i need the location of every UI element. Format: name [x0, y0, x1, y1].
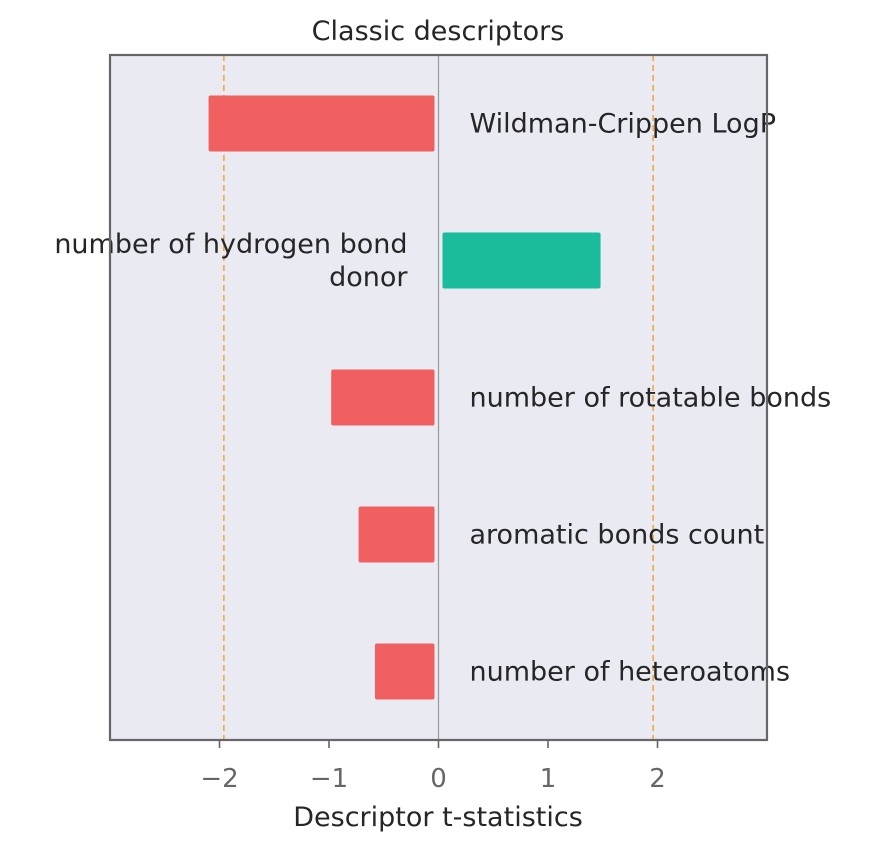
bar-label-line: number of heteroatoms: [470, 657, 791, 688]
x-axis-label: Descriptor t-statistics: [293, 802, 583, 833]
bar-label: number of hydrogen bond donor: [54, 229, 408, 293]
bar-label: number of heteroatoms: [470, 657, 791, 688]
bar: [208, 95, 435, 152]
bar: [442, 232, 601, 289]
bar: [331, 369, 435, 426]
bar: [358, 506, 435, 563]
chart-title: Classic descriptors: [312, 16, 565, 47]
x-tick-label: −1: [310, 764, 348, 794]
bar-label-line: Wildman-Crippen LogP: [470, 109, 777, 140]
bar-label-line: number of hydrogen bond: [54, 229, 407, 260]
bar-label: number of rotatable bonds: [470, 383, 832, 414]
bar-label-line: number of rotatable bonds: [470, 383, 832, 414]
x-tick-label: −2: [200, 764, 238, 794]
x-tick-label: 1: [540, 764, 557, 794]
bar-label-line: donor: [329, 262, 408, 293]
bar-label-line: aromatic bonds count: [470, 520, 765, 551]
bar-label: Wildman-Crippen LogP: [470, 109, 777, 140]
x-tick-label: 0: [430, 764, 447, 794]
bar-label: aromatic bonds count: [470, 520, 765, 551]
x-tick-label: 2: [649, 764, 666, 794]
bar: [374, 643, 435, 700]
